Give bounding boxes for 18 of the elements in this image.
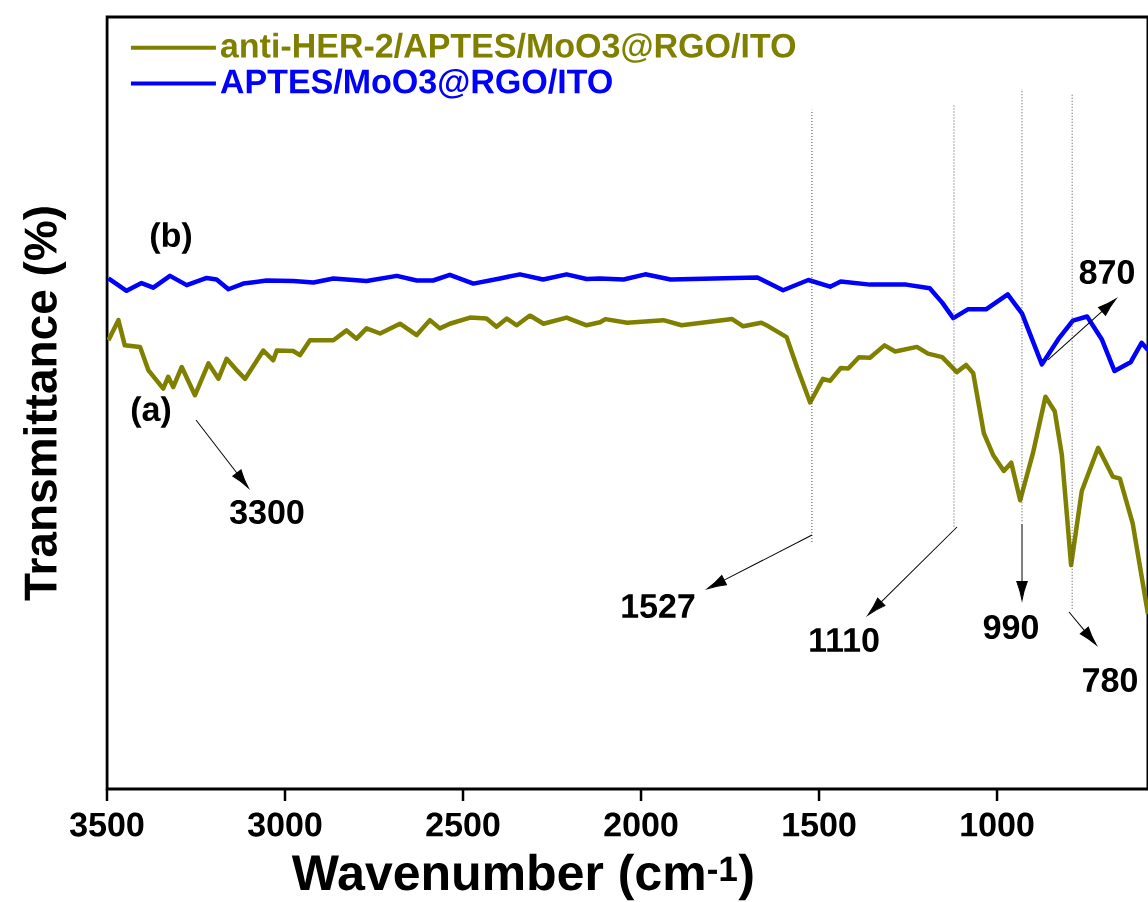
x-tick-label: 2000 [604, 812, 678, 837]
x-tick-label: 1000 [961, 812, 1034, 837]
annotation: 3300 [229, 499, 304, 525]
legend-label: APTES/MoO3@RGO/ITO [220, 68, 612, 99]
x-tick-label: 1500 [783, 812, 856, 837]
x-tick-label: 2500 [426, 812, 500, 837]
x-axis-title: Wavenumber (cm$^{-1}$) [291, 853, 753, 901]
annotation: (a) [131, 396, 171, 428]
annotation: 870 [1079, 259, 1134, 285]
annotation: 780 [1083, 667, 1137, 693]
y-axis-title: Transmittance (%) [23, 207, 66, 601]
legend-label: anti-HER-2/APTES/MoO3@RGO/ITO [220, 32, 796, 63]
text: (b) [150, 222, 192, 254]
x-tick-label: 3000 [247, 812, 322, 837]
x-tick-label: 3500 [69, 812, 144, 837]
annotation: 1110 [810, 627, 879, 653]
annotation: 1527 [622, 593, 695, 619]
annotation: 990 [983, 614, 1038, 640]
